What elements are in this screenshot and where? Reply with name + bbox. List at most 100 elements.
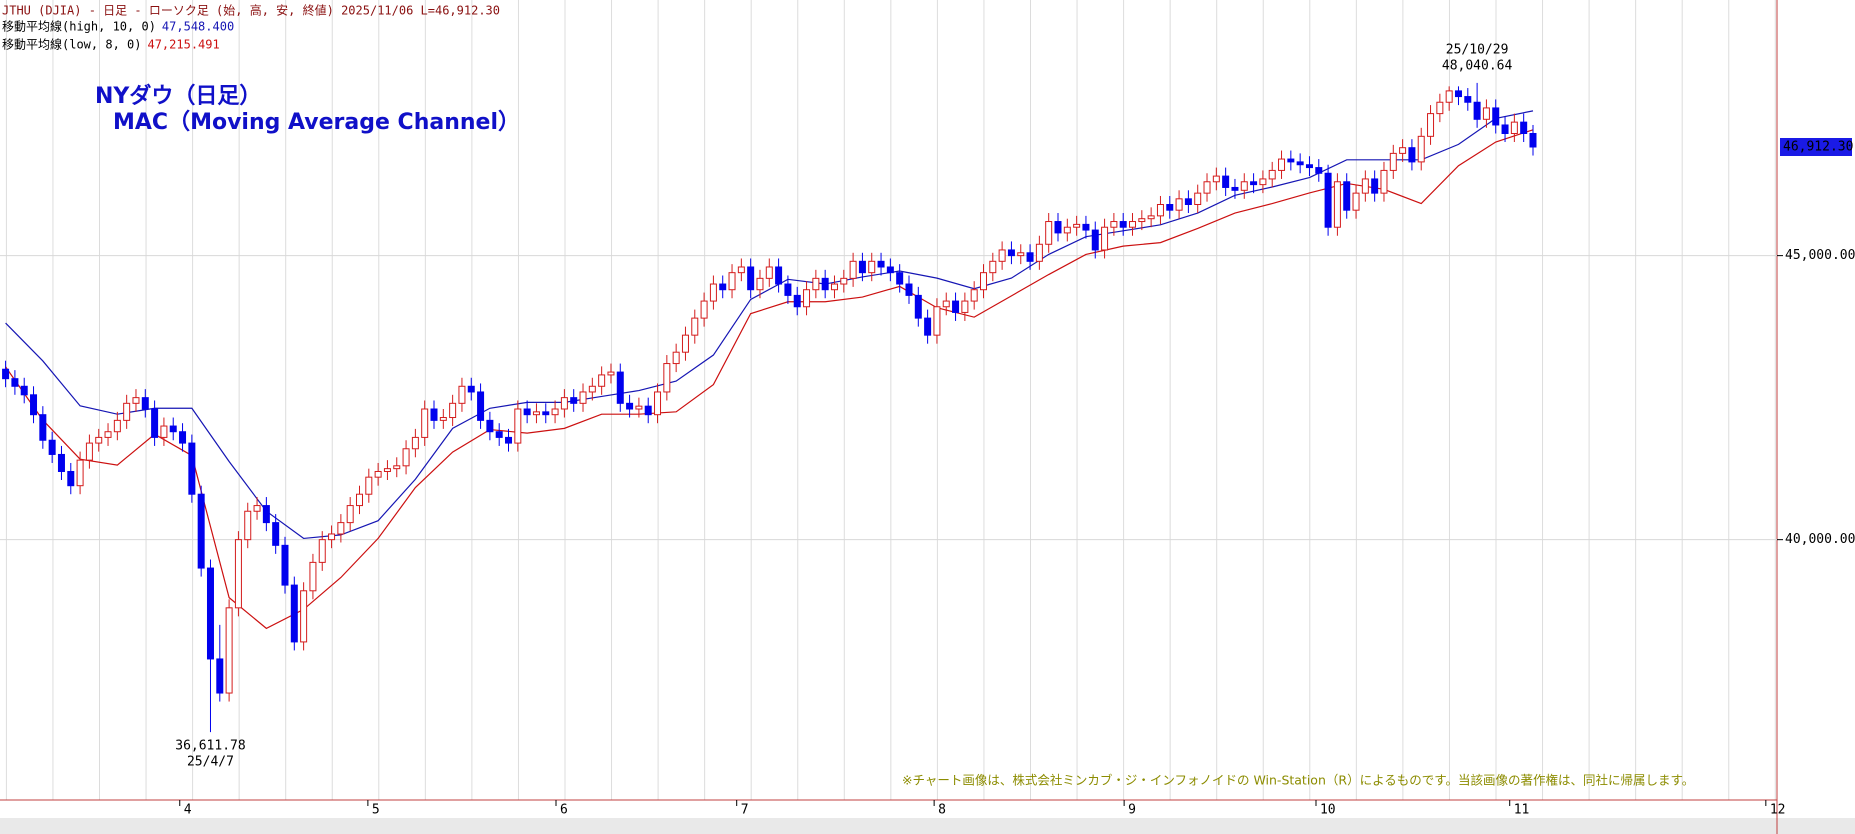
candle-body bbox=[979, 272, 987, 291]
candle-body bbox=[104, 431, 112, 438]
candle-body bbox=[1324, 172, 1332, 228]
candle-body bbox=[1380, 169, 1388, 194]
candle-body bbox=[281, 544, 289, 586]
candle-body bbox=[85, 442, 93, 461]
candle-body bbox=[439, 417, 447, 421]
candle-body bbox=[635, 405, 643, 410]
candle-body bbox=[1035, 243, 1043, 262]
candle-body bbox=[1222, 175, 1230, 188]
ma-layer bbox=[5, 110, 1534, 630]
candle-body bbox=[616, 371, 624, 404]
candle-body bbox=[262, 505, 270, 524]
y-tick-label: 40,000.00 bbox=[1785, 532, 1855, 547]
candle-body bbox=[76, 459, 84, 487]
candle-body bbox=[1119, 221, 1127, 228]
candle-body bbox=[495, 431, 503, 438]
ma-line bbox=[5, 110, 1534, 540]
candle-body bbox=[849, 260, 857, 279]
candle-body bbox=[477, 391, 485, 421]
candle-body bbox=[681, 334, 689, 353]
candle-body bbox=[1138, 218, 1146, 223]
candle-body bbox=[95, 436, 103, 444]
candle-body bbox=[411, 436, 419, 450]
x-tick-label: 7 bbox=[741, 803, 749, 818]
candle-body bbox=[532, 411, 540, 416]
candle-body bbox=[393, 465, 401, 470]
candle-body bbox=[48, 439, 56, 455]
candle-body bbox=[402, 448, 410, 467]
candle-body bbox=[598, 374, 606, 387]
candle-body bbox=[644, 405, 652, 416]
candle-body bbox=[1026, 252, 1034, 262]
candle-body bbox=[579, 391, 587, 404]
candle-body bbox=[151, 408, 159, 438]
low-date: 25/4/7 bbox=[187, 755, 234, 770]
legend-value: 47,215.491 bbox=[147, 38, 219, 52]
candle-body bbox=[1278, 158, 1286, 171]
x-tick-label: 12 bbox=[1770, 803, 1786, 818]
candle-body bbox=[989, 260, 997, 274]
last-price-label: 46,912.30 bbox=[1783, 139, 1853, 154]
candle-body bbox=[1091, 229, 1099, 251]
candle-body bbox=[216, 658, 224, 694]
high-date: 25/10/29 bbox=[1446, 42, 1509, 57]
candle-body bbox=[309, 561, 317, 592]
candle-body bbox=[858, 260, 866, 274]
candle-body bbox=[691, 317, 699, 336]
candle-body bbox=[1371, 178, 1379, 194]
candle-body bbox=[905, 283, 913, 296]
candle-body bbox=[206, 567, 214, 660]
candle-body bbox=[1436, 101, 1444, 115]
candle-body bbox=[132, 397, 140, 404]
candle-body bbox=[197, 493, 205, 569]
candle-body bbox=[272, 522, 280, 546]
candle-body bbox=[728, 272, 736, 291]
x-tick-label: 9 bbox=[1128, 803, 1136, 818]
candle-body bbox=[1482, 107, 1490, 120]
candle-body bbox=[803, 289, 811, 308]
candle-body bbox=[1073, 223, 1081, 228]
header: JTHU (DJIA) - 日足 - ローソク足 (始, 高, 安, 終値) 2… bbox=[2, 3, 500, 18]
candle-body bbox=[1296, 161, 1304, 166]
candle-body bbox=[458, 385, 466, 404]
candle-body bbox=[346, 505, 354, 524]
candle-body bbox=[551, 408, 559, 416]
candle-body bbox=[663, 363, 671, 393]
candle-body bbox=[1259, 178, 1267, 186]
candle-body bbox=[1063, 226, 1071, 234]
candle-body bbox=[2, 368, 10, 380]
candle-body bbox=[1268, 169, 1276, 180]
candle-body bbox=[523, 408, 531, 416]
x-tick-label: 4 bbox=[184, 803, 192, 818]
candle-body bbox=[1231, 186, 1239, 191]
candle-body bbox=[588, 385, 596, 393]
candle-body bbox=[719, 283, 727, 291]
candle-body bbox=[1250, 181, 1258, 186]
candle-body bbox=[1045, 221, 1053, 245]
candle-body bbox=[374, 470, 382, 478]
candle-body bbox=[1408, 147, 1416, 163]
candle-body bbox=[607, 371, 615, 376]
copyright-note: ※チャート画像は、株式会社ミンカブ・ジ・インフォノイドの Win-Station… bbox=[902, 773, 1694, 788]
candle-body bbox=[877, 260, 885, 268]
candle-body bbox=[355, 493, 363, 507]
high-value-label: 48,040.64 bbox=[1442, 58, 1513, 73]
candle-body bbox=[775, 266, 783, 285]
candle-body bbox=[747, 266, 755, 291]
candle-body bbox=[1389, 152, 1397, 171]
candle-body bbox=[1017, 252, 1025, 257]
candle-body bbox=[1315, 167, 1323, 174]
candle-body bbox=[467, 385, 475, 393]
low-value-label: 36,611.78 bbox=[175, 739, 245, 754]
chart-title: NYダウ（日足） bbox=[95, 83, 261, 109]
candle-body bbox=[1417, 135, 1425, 163]
x-tick-label: 6 bbox=[560, 803, 568, 818]
candle-layer bbox=[2, 82, 1537, 733]
candle-body bbox=[328, 533, 336, 541]
candle-body bbox=[709, 283, 717, 302]
legend-name: 移動平均線(low, 8, 0) bbox=[2, 37, 141, 52]
candle-body bbox=[430, 408, 438, 421]
candle-body bbox=[30, 394, 38, 416]
candle-body bbox=[886, 266, 894, 274]
